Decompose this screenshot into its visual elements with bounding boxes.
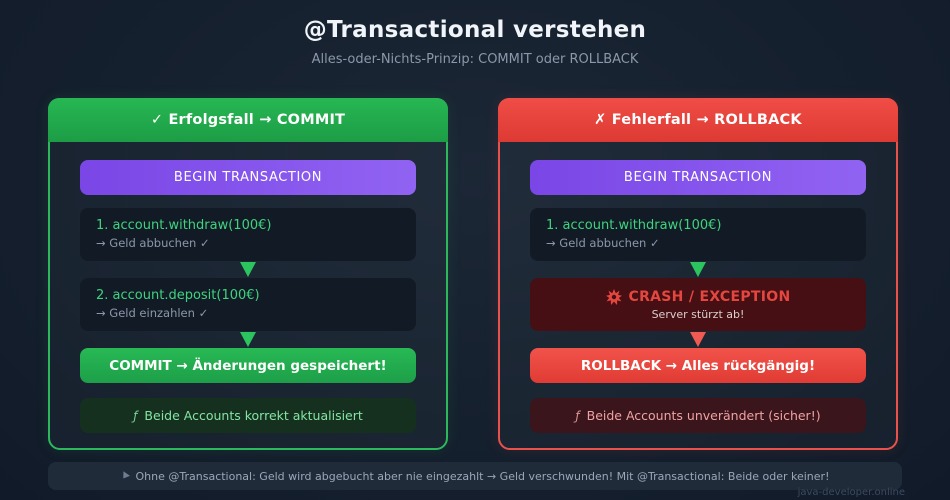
failure-outcome-note: ƒ Beide Accounts unverändert (sicher!) xyxy=(530,398,866,433)
flow-arrow-down-icon xyxy=(690,262,706,277)
crash-subtitle-text: Server stürzt ab! xyxy=(651,307,745,321)
crash-title-text: CRASH / EXCEPTION xyxy=(628,288,791,305)
flow-arrow-down-icon xyxy=(690,332,706,347)
explosion-icon xyxy=(605,288,622,305)
watermark: java-developer.online xyxy=(797,487,905,498)
crash-card: CRASH / EXCEPTION Server stürzt ab! xyxy=(530,278,866,331)
code-note: → Geld abbuchen ✓ xyxy=(546,236,660,250)
code-line: 1. account.withdraw(100€) xyxy=(96,218,272,233)
begin-transaction-bar-success: BEGIN TRANSACTION xyxy=(80,160,416,195)
success-note-text: Beide Accounts korrekt aktualisiert xyxy=(144,408,363,423)
footer-note-bar: Ohne @Transactional: Geld wird abgebucht… xyxy=(48,462,902,490)
failure-note-text: Beide Accounts unverändert (sicher!) xyxy=(586,408,821,423)
money-icon: ƒ xyxy=(575,408,580,423)
page-title: @Transactional verstehen xyxy=(303,17,647,43)
flow-arrow-down-icon xyxy=(240,262,256,277)
money-icon: ƒ xyxy=(133,408,138,423)
flow-arrow-down-icon xyxy=(240,332,256,347)
step-card-withdraw-failure: 1. account.withdraw(100€) → Geld abbuche… xyxy=(530,208,866,261)
step-card-withdraw-success: 1. account.withdraw(100€) → Geld abbuche… xyxy=(80,208,416,261)
code-note: → Geld abbuchen ✓ xyxy=(96,236,210,250)
footer-note-text: Ohne @Transactional: Geld wird abgebucht… xyxy=(135,469,830,483)
rollback-result-bar: ROLLBACK → Alles rückgängig! xyxy=(530,348,866,383)
commit-result-bar: COMMIT → Änderungen gespeichert! xyxy=(80,348,416,383)
failure-panel-header: ✗ Fehlerfall → ROLLBACK xyxy=(498,98,898,142)
comparison-panels: ✓ Erfolgsfall → COMMIT BEGIN TRANSACTION… xyxy=(48,98,902,450)
code-line: 2. account.deposit(100€) xyxy=(96,288,260,303)
begin-transaction-bar-failure: BEGIN TRANSACTION xyxy=(530,160,866,195)
page-subtitle: Alles-oder-Nichts-Prinzip: COMMIT oder R… xyxy=(311,52,639,67)
code-line: 1. account.withdraw(100€) xyxy=(546,218,722,233)
success-panel-header: ✓ Erfolgsfall → COMMIT xyxy=(48,98,448,142)
pointer-icon xyxy=(119,471,130,481)
failure-panel: ✗ Fehlerfall → ROLLBACK BEGIN TRANSACTIO… xyxy=(498,98,898,450)
page-heading: @Transactional verstehen Alles-oder-Nich… xyxy=(0,0,950,67)
success-panel: ✓ Erfolgsfall → COMMIT BEGIN TRANSACTION… xyxy=(48,98,448,450)
code-note: → Geld einzahlen ✓ xyxy=(96,306,209,320)
step-card-deposit-success: 2. account.deposit(100€) → Geld einzahle… xyxy=(80,278,416,331)
success-outcome-note: ƒ Beide Accounts korrekt aktualisiert xyxy=(80,398,416,433)
